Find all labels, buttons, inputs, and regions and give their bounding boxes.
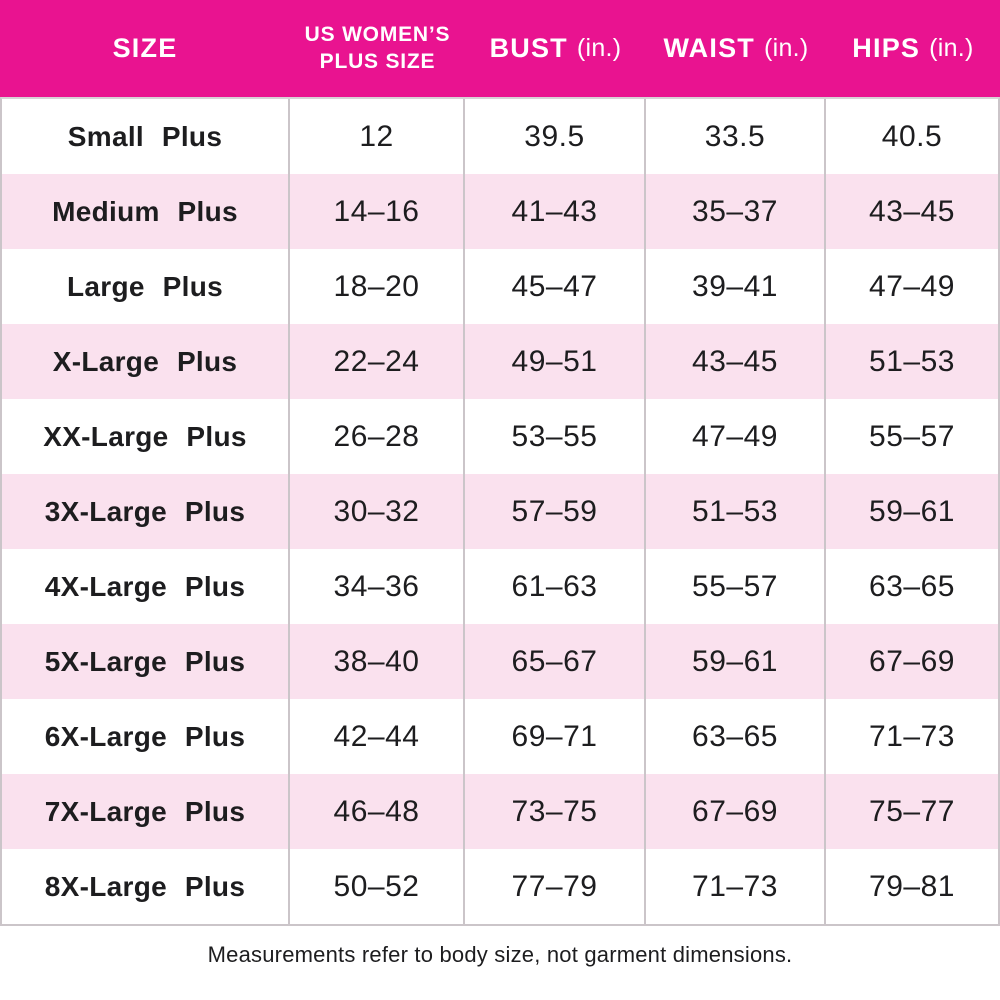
us-plus-size-cell: 38–40	[290, 624, 465, 699]
table-row: 5X-Large Plus 38–40 65–67 59–61 67–69	[2, 624, 998, 699]
table-row: 8X-Large Plus 50–52 77–79 71–73 79–81	[2, 849, 998, 924]
waist-cell: 35–37	[646, 174, 826, 249]
us-plus-size-cell: 22–24	[290, 324, 465, 399]
table-row: 7X-Large Plus 46–48 73–75 67–69 75–77	[2, 774, 998, 849]
bust-cell: 39.5	[465, 99, 646, 174]
header-label: BUST	[489, 33, 568, 63]
us-plus-size-cell: 14–16	[290, 174, 465, 249]
table-row: 4X-Large Plus 34–36 61–63 55–57 63–65	[2, 549, 998, 624]
table-row: Small Plus 12 39.5 33.5 40.5	[2, 99, 998, 174]
size-cell: XX-Large Plus	[2, 399, 290, 474]
header-unit: (in.)	[576, 34, 622, 62]
waist-cell: 33.5	[646, 99, 826, 174]
waist-cell: 63–65	[646, 699, 826, 774]
header-unit: (in.)	[929, 34, 974, 62]
hips-cell: 59–61	[869, 494, 955, 528]
us-plus-size-cell: 34–36	[290, 549, 465, 624]
size-cell: Small Plus	[2, 99, 290, 174]
us-plus-size-cell: 46–48	[290, 774, 465, 849]
waist-cell: 39–41	[646, 249, 826, 324]
waist-cell: 67–69	[646, 774, 826, 849]
waist-cell: 51–53	[646, 474, 826, 549]
column-header-hips: HIPS (in.)	[826, 0, 1000, 97]
bust-cell: 57–59	[465, 474, 646, 549]
bust-cell: 61–63	[465, 549, 646, 624]
us-plus-size-cell: 50–52	[290, 849, 465, 924]
bust-cell: 77–79	[465, 849, 646, 924]
size-cell: 5X-Large Plus	[2, 624, 290, 699]
us-plus-size-cell: 26–28	[290, 399, 465, 474]
table-row: XX-Large Plus 26–28 53–55 47–49 55–57	[2, 399, 998, 474]
size-cell: Medium Plus	[2, 174, 290, 249]
bust-cell: 73–75	[465, 774, 646, 849]
table-header-row: SIZE US WOMEN’S PLUS SIZE BUST (in.) WAI…	[0, 0, 1000, 97]
size-cell: 3X-Large Plus	[2, 474, 290, 549]
table-body: Small Plus 12 39.5 33.5 40.5 Medium Plus…	[0, 97, 1000, 926]
hips-cell: 40.5	[881, 119, 943, 153]
us-plus-size-cell: 18–20	[290, 249, 465, 324]
header-label: US WOMEN’S PLUS SIZE	[304, 23, 451, 73]
table-row: X-Large Plus 22–24 49–51 43–45 51–53	[2, 324, 998, 399]
table-row: 6X-Large Plus 42–44 69–71 63–65 71–73	[2, 699, 998, 774]
waist-cell: 71–73	[646, 849, 826, 924]
footnote: Measurements refer to body size, not gar…	[207, 942, 793, 967]
column-header-waist: WAIST (in.)	[646, 0, 826, 97]
hips-cell: 51–53	[869, 344, 955, 378]
bust-cell: 65–67	[465, 624, 646, 699]
header-label: HIPS	[852, 33, 921, 63]
table-row: Medium Plus 14–16 41–43 35–37 43–45	[2, 174, 998, 249]
bust-cell: 45–47	[465, 249, 646, 324]
column-header-size: SIZE	[0, 0, 290, 97]
hips-cell: 71–73	[869, 719, 955, 753]
waist-cell: 59–61	[646, 624, 826, 699]
hips-cell: 43–45	[869, 194, 955, 228]
size-cell: 7X-Large Plus	[2, 774, 290, 849]
hips-cell: 55–57	[869, 419, 955, 453]
hips-cell: 79–81	[869, 869, 955, 903]
us-plus-size-cell: 42–44	[290, 699, 465, 774]
size-cell: 4X-Large Plus	[2, 549, 290, 624]
column-header-us-plus-size: US WOMEN’S PLUS SIZE	[290, 0, 465, 97]
table-row: Large Plus 18–20 45–47 39–41 47–49	[2, 249, 998, 324]
hips-cell: 67–69	[869, 644, 955, 678]
waist-cell: 55–57	[646, 549, 826, 624]
hips-cell: 75–77	[869, 794, 955, 828]
bust-cell: 41–43	[465, 174, 646, 249]
us-plus-size-cell: 12	[290, 99, 465, 174]
bust-cell: 49–51	[465, 324, 646, 399]
size-cell: 6X-Large Plus	[2, 699, 290, 774]
hips-cell: 47–49	[869, 269, 955, 303]
column-header-bust: BUST (in.)	[465, 0, 646, 97]
waist-cell: 47–49	[646, 399, 826, 474]
header-label: WAIST	[663, 33, 755, 63]
size-cell: X-Large Plus	[2, 324, 290, 399]
us-plus-size-cell: 30–32	[290, 474, 465, 549]
header-label: SIZE	[112, 33, 178, 63]
size-cell: 8X-Large Plus	[2, 849, 290, 924]
bust-cell: 53–55	[465, 399, 646, 474]
size-cell: Large Plus	[2, 249, 290, 324]
table-row: 3X-Large Plus 30–32 57–59 51–53 59–61	[2, 474, 998, 549]
hips-cell: 63–65	[869, 569, 955, 603]
waist-cell: 43–45	[646, 324, 826, 399]
header-unit: (in.)	[763, 34, 809, 62]
bust-cell: 69–71	[465, 699, 646, 774]
